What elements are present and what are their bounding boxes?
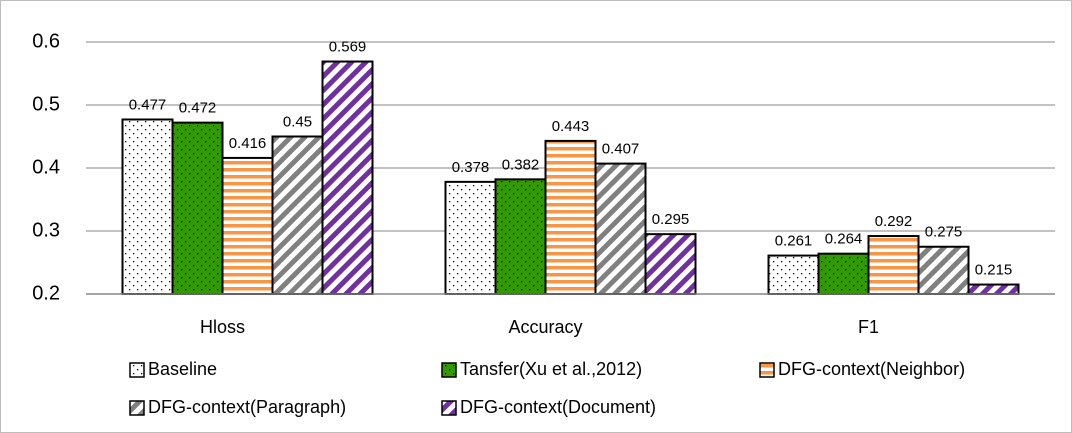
- bar: [171, 121, 224, 295]
- legend-label: Baseline: [148, 359, 217, 379]
- bar: [867, 235, 920, 295]
- data-label: 0.45: [283, 113, 312, 130]
- data-label: 0.275: [925, 224, 963, 241]
- bar: [917, 245, 970, 295]
- y-tick-label: 0.3: [32, 219, 60, 241]
- data-label: 0.443: [552, 118, 590, 135]
- bar: [221, 156, 274, 295]
- data-label: 0.472: [179, 100, 217, 117]
- y-tick-label: 0.2: [32, 282, 60, 304]
- x-tick-label: F1: [858, 317, 879, 337]
- bar: [494, 178, 547, 295]
- legend-label: DFG-context(Paragraph): [148, 397, 346, 417]
- data-label: 0.292: [875, 213, 913, 230]
- y-tick-label: 0.6: [32, 30, 60, 52]
- x-tick-label: Hloss: [200, 317, 245, 337]
- y-tick-label: 0.5: [32, 93, 60, 115]
- legend-swatch: [441, 400, 457, 416]
- bar: [644, 233, 697, 295]
- bar: [767, 254, 820, 296]
- legend-swatch: [441, 362, 457, 378]
- legend-swatch: [129, 400, 145, 416]
- bar: [594, 162, 647, 295]
- legend-label: Tansfer(Xu et al.,2012): [460, 359, 642, 379]
- data-label: 0.378: [452, 159, 490, 176]
- bar: [444, 180, 497, 295]
- legend-label: DFG-context(Document): [460, 397, 656, 417]
- data-label: 0.215: [975, 262, 1013, 279]
- x-tick-label: Accuracy: [508, 317, 582, 337]
- bar: [544, 139, 597, 295]
- bar: [271, 135, 324, 295]
- data-label: 0.407: [602, 141, 640, 158]
- data-label: 0.261: [775, 233, 813, 250]
- legend-label: DFG-context(Neighbor): [778, 359, 965, 379]
- data-label: 0.569: [329, 38, 367, 55]
- data-label: 0.477: [129, 96, 167, 113]
- bar: [121, 118, 174, 295]
- bar: [817, 252, 870, 295]
- data-label: 0.295: [652, 211, 690, 228]
- data-label: 0.416: [229, 135, 267, 152]
- bar: [967, 283, 1020, 295]
- data-label: 0.264: [825, 231, 863, 248]
- data-label: 0.382: [502, 156, 540, 173]
- legend-swatch: [759, 362, 775, 378]
- y-tick-label: 0.4: [32, 156, 60, 178]
- legend-swatch: [129, 362, 145, 378]
- bar: [321, 60, 374, 295]
